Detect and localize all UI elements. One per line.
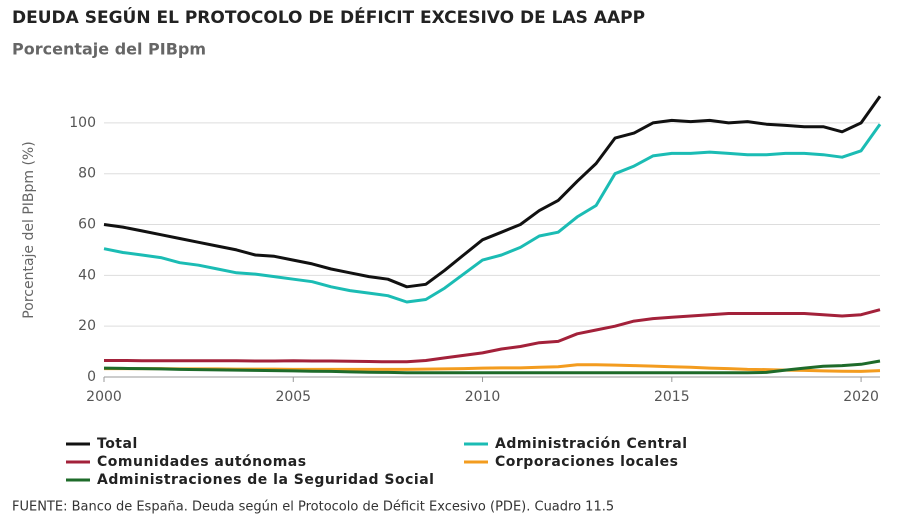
x-tick-label: 2000 (86, 389, 122, 405)
legend-label: Administración Central (495, 436, 688, 452)
y-tick-label: 40 (78, 267, 96, 283)
y-axis-label: Porcentaje del PIBpm (%) (21, 141, 37, 318)
legend-label: Total (97, 436, 138, 452)
x-tick-label: 2020 (843, 389, 879, 405)
series-line (103, 95, 882, 289)
source: FUENTE: Banco de España. Deuda según el … (12, 500, 614, 515)
y-tick-label: 20 (78, 318, 96, 334)
chart-subtitle: Porcentaje del PIBpm (12, 40, 206, 59)
y-tick-label: 100 (69, 115, 96, 131)
y-tick-label: 60 (78, 217, 96, 233)
legend-label: Corporaciones locales (495, 454, 678, 470)
x-tick-label: 2010 (465, 389, 501, 405)
x-tick-label: 2005 (275, 389, 311, 405)
legend-label: Administraciones de la Seguridad Social (97, 472, 434, 488)
legend-label: Comunidades autónomas (97, 454, 307, 470)
series-line (103, 123, 882, 304)
y-tick-label: 0 (87, 369, 96, 385)
series-line (103, 359, 881, 375)
chart-title: DEUDA SEGÚN EL PROTOCOLO DE DÉFICIT EXCE… (12, 6, 645, 28)
x-tick-label: 2015 (654, 389, 690, 405)
y-tick-label: 80 (78, 166, 96, 182)
series-line (104, 308, 881, 364)
